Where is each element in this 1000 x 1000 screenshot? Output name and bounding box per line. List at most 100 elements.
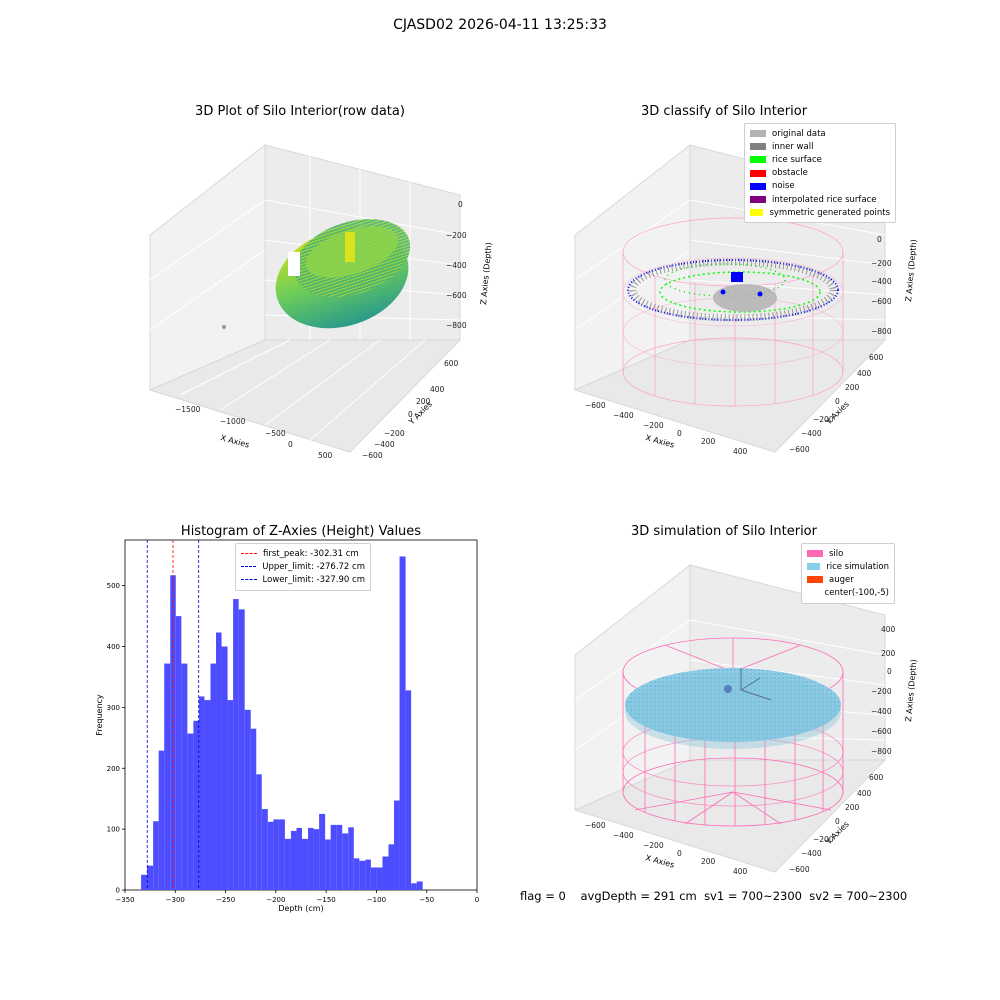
svg-text:−400: −400 — [613, 831, 634, 840]
x-tick-label: −150 — [317, 896, 336, 904]
legend-swatch — [807, 550, 823, 558]
histogram-bar — [181, 663, 188, 890]
svg-text:−1500: −1500 — [175, 405, 201, 414]
simulation-legend: silo rice simulation auger center(-100,-… — [801, 543, 895, 604]
histogram-bar — [370, 867, 377, 890]
histogram-bar — [244, 709, 251, 890]
histogram-bar — [330, 824, 337, 890]
svg-text:−1000: −1000 — [220, 417, 246, 426]
sv1-text: sv1 = 700~2300 — [704, 889, 802, 903]
svg-text:−400: −400 — [374, 440, 395, 449]
svg-text:0: 0 — [835, 817, 840, 826]
legend-item: interpolated rice surface — [750, 193, 890, 206]
simulation-center-marker — [724, 685, 732, 693]
legend-swatch — [750, 143, 766, 151]
svg-text:−200: −200 — [813, 415, 834, 424]
svg-text:200: 200 — [701, 437, 716, 446]
histogram-bar — [204, 700, 211, 890]
legend-swatch — [750, 209, 764, 217]
raw-plot-title: 3D Plot of Silo Interior(row data) — [195, 104, 405, 119]
svg-text:−600: −600 — [789, 865, 810, 874]
legend-swatch — [807, 576, 823, 584]
flag-text: flag = 0 — [520, 889, 566, 903]
histogram-bar — [141, 874, 148, 890]
histogram-bar — [296, 827, 303, 890]
histogram-bar — [216, 632, 222, 890]
svg-text:−200: −200 — [871, 687, 892, 696]
svg-text:−200: −200 — [871, 259, 892, 268]
legend-swatch — [241, 579, 257, 581]
svg-text:−400: −400 — [871, 277, 892, 286]
histogram-bar — [313, 829, 320, 890]
svg-text:−500: −500 — [265, 429, 286, 438]
simulation-zlabel: Z Axies (Depth) — [904, 659, 918, 722]
legend-item: inner wall — [750, 140, 890, 153]
legend-item: original data — [750, 127, 890, 140]
svg-text:−400: −400 — [801, 429, 822, 438]
histogram-xlabel: Depth (cm) — [278, 904, 323, 913]
svg-text:0: 0 — [677, 849, 682, 858]
svg-text:200: 200 — [416, 397, 431, 406]
histogram-ylabel: Frequency — [95, 694, 104, 736]
svg-text:−200: −200 — [813, 835, 834, 844]
svg-text:−200: −200 — [446, 231, 467, 240]
legend-swatch — [241, 553, 257, 555]
legend-swatch — [750, 130, 766, 138]
svg-text:−600: −600 — [362, 451, 383, 460]
svg-text:0: 0 — [677, 429, 682, 438]
svg-text:400: 400 — [733, 867, 748, 876]
classify-plot-title: 3D classify of Silo Interior — [640, 104, 808, 119]
y-tick-label: 400 — [107, 643, 120, 651]
svg-text:−600: −600 — [585, 401, 606, 410]
x-tick-label: −350 — [115, 896, 134, 904]
raw-obstacle-points — [345, 232, 355, 262]
simulation-auger — [740, 668, 772, 701]
svg-text:−800: −800 — [871, 747, 892, 756]
svg-text:400: 400 — [881, 625, 896, 634]
y-tick-label: 200 — [107, 765, 120, 773]
svg-text:400: 400 — [733, 447, 748, 456]
histogram-bar — [261, 809, 268, 890]
simulation-xlabel: X Axies — [644, 853, 675, 869]
sv2-text: sv2 = 700~2300 — [809, 889, 908, 903]
histogram-bar — [250, 728, 257, 890]
histogram-bar — [273, 819, 279, 890]
histogram-bar — [394, 800, 400, 890]
histogram-bar — [164, 663, 171, 890]
histogram-bar — [227, 700, 234, 890]
legend-item: first_peak: -302.31 cm — [241, 547, 365, 560]
svg-text:0: 0 — [887, 667, 892, 676]
classify-inner-wall — [629, 258, 837, 322]
svg-text:600: 600 — [869, 773, 884, 782]
histogram-bar — [325, 839, 331, 890]
legend-item: obstacle — [750, 167, 890, 180]
figure-title: CJASD02 2026-04-11 13:25:33 — [393, 17, 607, 33]
y-tick-label: 500 — [107, 582, 120, 590]
histogram-bar — [405, 690, 412, 890]
raw-xlabel: X Axies — [219, 433, 250, 449]
x-tick-label: −200 — [266, 896, 285, 904]
svg-text:−400: −400 — [613, 411, 634, 420]
histogram-bar — [336, 824, 343, 890]
histogram-bar — [175, 616, 182, 890]
histogram-bar — [198, 696, 205, 890]
svg-text:600: 600 — [869, 353, 884, 362]
histogram-reference-lines — [146, 540, 200, 890]
legend-swatch — [750, 156, 766, 164]
svg-text:−800: −800 — [871, 327, 892, 336]
legend-item: auger — [807, 573, 889, 586]
histogram-bar — [382, 856, 389, 890]
histogram-bar — [416, 881, 423, 890]
svg-text:0: 0 — [877, 235, 882, 244]
raw-zlabel: Z Axies (Depth) — [479, 242, 493, 305]
histogram-bar — [302, 838, 309, 890]
histogram-chart: −350 −300 −250 −200 −150 −100 −50 0 0 100 200 300 4… — [95, 539, 479, 913]
legend-item: rice surface — [750, 153, 890, 166]
legend-item: symmetric generated points — [750, 206, 890, 219]
legend-item: Upper_limit: -276.72 cm — [241, 560, 365, 573]
histogram-bar — [193, 720, 199, 890]
svg-text:−200: −200 — [643, 841, 664, 850]
histogram-bar — [319, 813, 326, 890]
histogram-bar — [278, 819, 285, 890]
